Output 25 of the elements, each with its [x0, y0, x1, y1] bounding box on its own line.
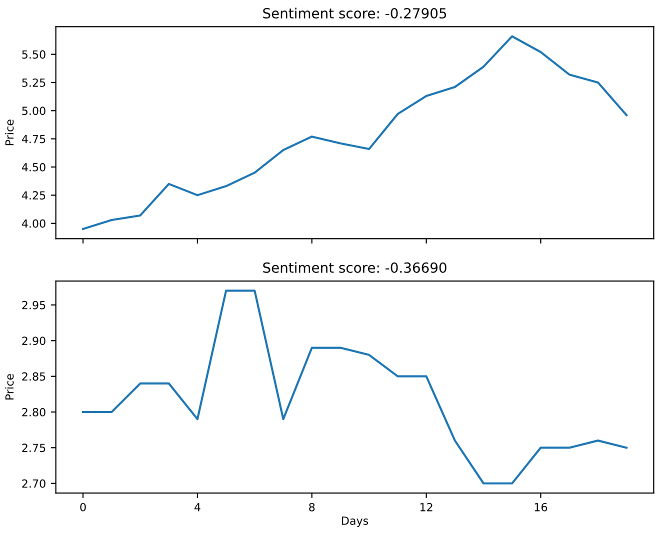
y-tick-label: 5.00: [22, 106, 46, 116]
y-tick-label: 2.85: [22, 372, 46, 381]
y-tick-label: 2.70: [22, 479, 46, 488]
chart-title: Sentiment score: -0.27905: [263, 8, 446, 19]
y-tick-label: 2.80: [22, 408, 46, 416]
y-tick-label: 4.75: [22, 134, 46, 144]
line-series: [82, 290, 628, 484]
x-tick-label: 8: [309, 502, 315, 512]
y-tick-label: 4.50: [22, 162, 46, 172]
x-axis-title: Days: [342, 516, 368, 528]
y-tick-label: 4.25: [22, 191, 46, 200]
y-tick-label: 2.75: [22, 444, 46, 452]
x-tick-label: 16: [534, 502, 548, 512]
y-tick-label: 5.25: [22, 78, 46, 87]
y-tick-label: 5.50: [22, 50, 46, 59]
y-axis-title: Price: [5, 120, 14, 146]
line-series: [82, 35, 628, 230]
y-tick-label: 2.95: [22, 300, 46, 310]
x-tick-label: 12: [420, 502, 432, 512]
chart-title: Sentiment score: -0.36690: [263, 262, 446, 273]
y-tick-label: 4.00: [22, 219, 46, 228]
x-tick-label: 0: [80, 502, 86, 512]
y-axis-title: Price: [5, 374, 14, 400]
y-tick-label: 2.90: [22, 336, 46, 346]
x-tick-label: 4: [194, 503, 200, 512]
